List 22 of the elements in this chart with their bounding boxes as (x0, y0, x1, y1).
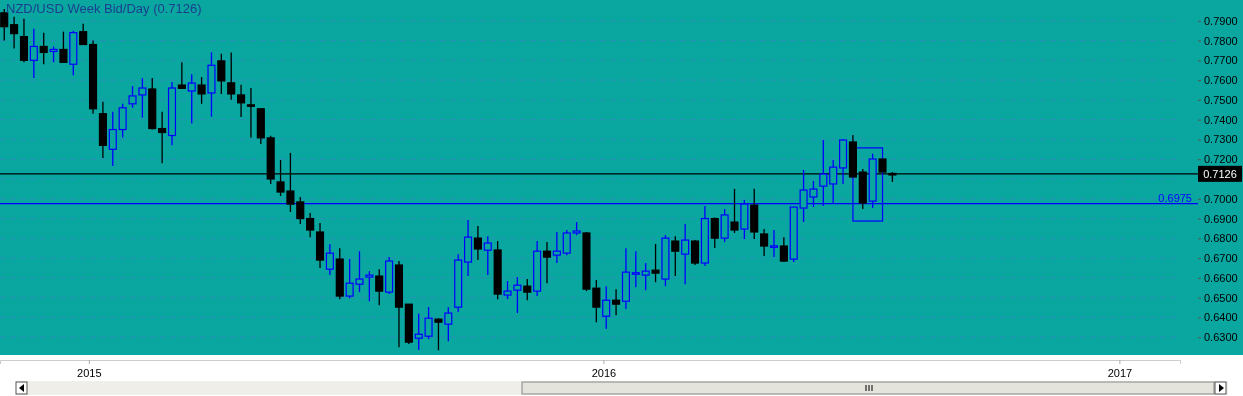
x-tick-label: 2015 (77, 366, 102, 379)
y-tick-label: 0.7500 (1204, 93, 1238, 106)
y-tick-label: 0.7300 (1204, 133, 1238, 146)
x-tick-label: 2016 (591, 366, 617, 379)
ref-line-label: 0.6975 (1158, 191, 1192, 204)
x-tick-label: 2017 (1107, 366, 1133, 379)
y-tick-label: 0.7900 (1204, 14, 1238, 27)
y-tick-label: 0.6900 (1204, 212, 1238, 225)
y-tick-label: 0.7800 (1204, 34, 1238, 47)
chart-title: NZD/USD Week Bid/Day (0.7126) (6, 1, 202, 16)
y-tick-label: 0.6400 (1204, 311, 1238, 324)
y-tick-label: 0.6500 (1204, 291, 1238, 304)
y-tick-label: 0.6600 (1204, 271, 1238, 284)
y-tick-label: 0.6800 (1204, 232, 1238, 245)
y-tick-label: 0.7700 (1204, 54, 1238, 67)
y-tick-label: 0.7000 (1204, 192, 1238, 205)
ref-line-label: 0.7126 (1203, 167, 1237, 180)
y-tick-label: 0.7600 (1204, 74, 1238, 87)
y-tick-label: 0.7400 (1204, 113, 1238, 126)
y-tick-label: 0.6700 (1204, 252, 1238, 265)
y-tick-label: 0.6300 (1204, 331, 1238, 344)
y-tick-label: 0.7200 (1204, 153, 1238, 166)
